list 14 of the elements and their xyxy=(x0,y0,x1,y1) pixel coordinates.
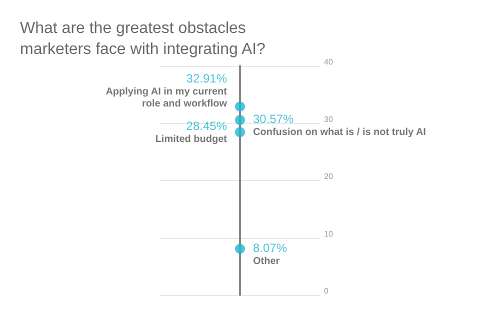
data-label: 32.91% xyxy=(186,72,228,86)
y-tick-label: 10 xyxy=(324,229,334,238)
y-tick-label: 30 xyxy=(324,114,334,124)
series-label: Other xyxy=(253,256,280,267)
series-label: Applying AI in my current role and workflow xyxy=(106,86,228,110)
data-label: 28.45% xyxy=(186,119,228,134)
chart-title: What are the greatest obstacles marketers face with integrating AI? xyxy=(20,19,266,60)
series-label: Limited budget xyxy=(155,134,228,146)
series-label: Confusion on what is / is not truly AI xyxy=(253,126,426,138)
data-label: 8.07% xyxy=(253,240,288,255)
data-label: 30.57% xyxy=(253,112,294,126)
y-tick-label: 20 xyxy=(324,172,334,181)
y-tick-label: 40 xyxy=(324,58,334,66)
y-tick-label: 0 xyxy=(324,286,329,296)
